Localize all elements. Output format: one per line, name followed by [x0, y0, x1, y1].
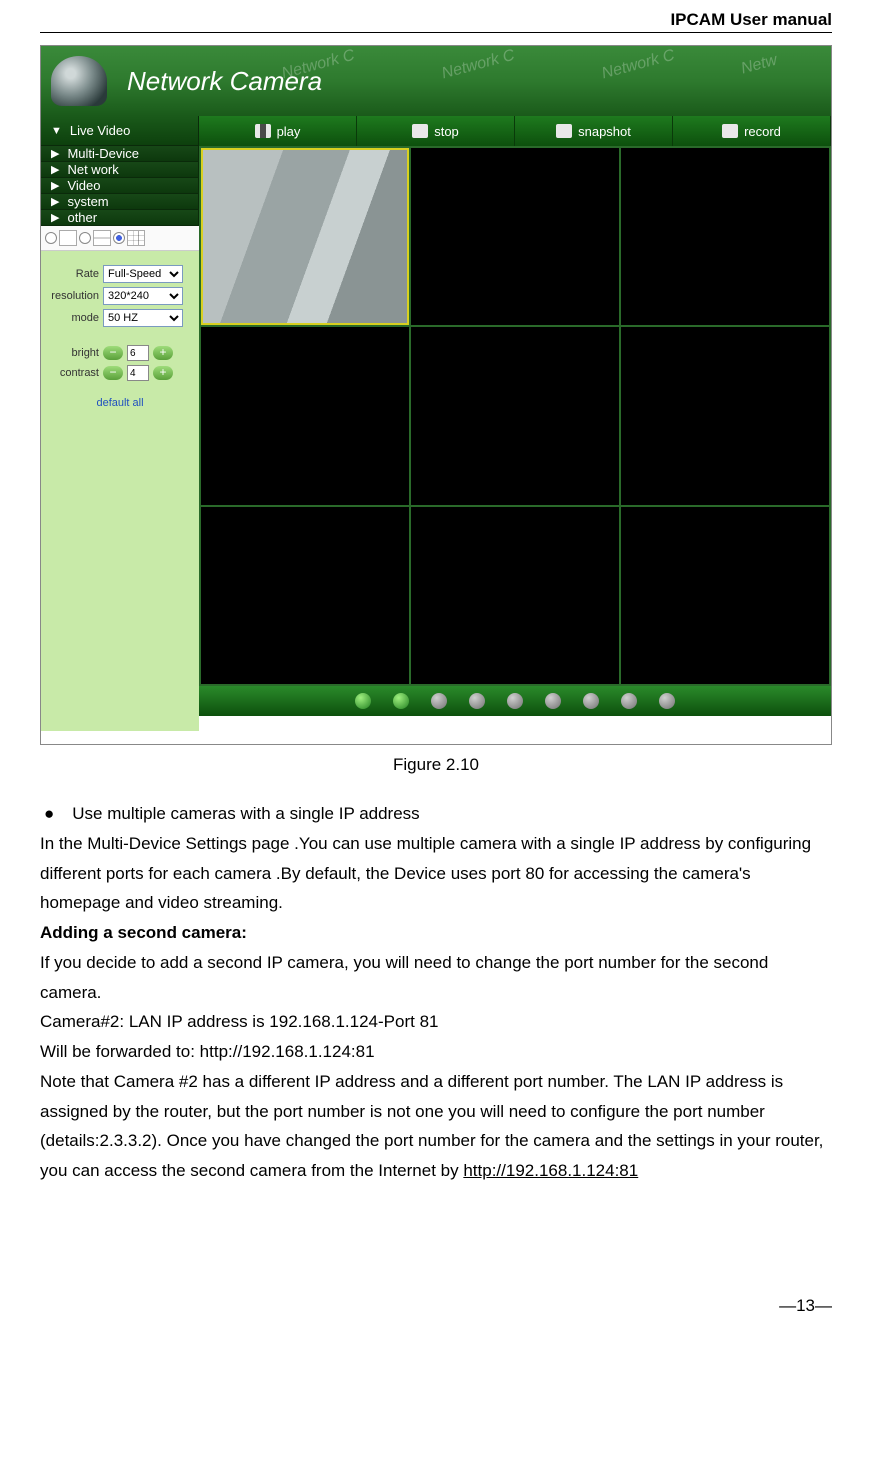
- menu-label: Net work: [67, 162, 118, 177]
- menu-label: other: [67, 210, 97, 225]
- text: Note that Camera #2 has a different IP a…: [40, 1072, 823, 1180]
- menu-other[interactable]: ▶ other: [41, 210, 199, 226]
- paragraph: Note that Camera #2 has a different IP a…: [40, 1067, 832, 1186]
- figure-caption: Figure 2.10: [40, 755, 832, 775]
- stop-icon: [412, 124, 428, 138]
- contrast-minus-button[interactable]: −: [103, 366, 123, 380]
- contrast-label: contrast: [47, 367, 99, 379]
- menu-multi-device[interactable]: ▶ Multi-Device: [41, 146, 199, 162]
- status-dot-2[interactable]: [393, 693, 409, 709]
- tool-label: play: [277, 124, 301, 139]
- main-row: ▶ Multi-Device ▶ Net work ▶ Video ▶ system ▶…: [41, 146, 831, 716]
- screenshot-figure: Network Camera Network C Network C Netwo…: [40, 45, 832, 745]
- play-button[interactable]: play: [199, 116, 357, 146]
- status-dot-8[interactable]: [621, 693, 637, 709]
- default-all-link[interactable]: default all: [47, 397, 193, 409]
- record-icon: [722, 124, 738, 138]
- contrast-value[interactable]: [127, 365, 149, 381]
- sidebar-menu: ▶ Multi-Device ▶ Net work ▶ Video ▶ system ▶…: [41, 146, 199, 226]
- record-button[interactable]: record: [673, 116, 831, 146]
- bright-label: bright: [47, 347, 99, 359]
- video-cell-5[interactable]: [411, 327, 619, 504]
- video-cell-1[interactable]: [201, 148, 409, 325]
- video-cell-9[interactable]: [621, 507, 829, 684]
- camera-icon: [51, 56, 107, 106]
- rate-select[interactable]: Full-Speed: [103, 265, 183, 283]
- menu-label: Video: [67, 178, 100, 193]
- mode-label: mode: [47, 312, 99, 324]
- layout-radio-9[interactable]: [113, 232, 125, 244]
- status-bar: [199, 686, 831, 716]
- heading: Adding a second camera:: [40, 918, 832, 948]
- bright-minus-button[interactable]: −: [103, 346, 123, 360]
- chevron-down-icon: ▼: [51, 125, 62, 137]
- snapshot-icon: [556, 124, 572, 138]
- watermark: Network C: [600, 47, 677, 84]
- chevron-right-icon: ▶: [51, 147, 59, 160]
- video-grid: [199, 146, 831, 686]
- watermark: Network C: [440, 47, 517, 84]
- snapshot-button[interactable]: snapshot: [515, 116, 673, 146]
- layout-9-icon: [127, 230, 145, 246]
- status-dot-4[interactable]: [469, 693, 485, 709]
- video-cell-7[interactable]: [201, 507, 409, 684]
- chevron-right-icon: ▶: [51, 163, 59, 176]
- contrast-plus-button[interactable]: +: [153, 366, 173, 380]
- rate-label: Rate: [47, 268, 99, 280]
- menu-live-video[interactable]: ▼ Live Video: [41, 116, 199, 146]
- body-content: Use multiple cameras with a single IP ad…: [40, 799, 832, 1186]
- menu-network[interactable]: ▶ Net work: [41, 162, 199, 178]
- stop-button[interactable]: stop: [357, 116, 515, 146]
- video-cell-6[interactable]: [621, 327, 829, 504]
- status-dot-9[interactable]: [659, 693, 675, 709]
- status-dot-1[interactable]: [355, 693, 371, 709]
- settings-panel: Rate Full-Speed resolution 320*240 mode …: [41, 251, 199, 731]
- toolbar: ▼ Live Video play stop snapshot record: [41, 116, 831, 146]
- banner: Network Camera Network C Network C Netwo…: [41, 46, 831, 116]
- resolution-select[interactable]: 320*240: [103, 287, 183, 305]
- chevron-right-icon: ▶: [51, 195, 59, 208]
- video-area: [199, 146, 831, 716]
- watermark: Netw: [739, 52, 779, 79]
- video-cell-2[interactable]: [411, 148, 619, 325]
- header-title: IPCAM User manual: [40, 10, 832, 32]
- video-cell-3[interactable]: [621, 148, 829, 325]
- tool-label: record: [744, 124, 781, 139]
- paragraph: Camera#2: LAN IP address is 192.168.1.12…: [40, 1007, 832, 1037]
- paragraph: If you decide to add a second IP camera,…: [40, 948, 832, 1008]
- menu-label: Live Video: [70, 123, 130, 138]
- page-number: —13—: [40, 1296, 832, 1316]
- bright-value[interactable]: [127, 345, 149, 361]
- layout-1-icon: [59, 230, 77, 246]
- header-rule: [40, 32, 832, 33]
- sidebar: ▶ Multi-Device ▶ Net work ▶ Video ▶ system ▶…: [41, 146, 199, 716]
- mode-select[interactable]: 50 HZ: [103, 309, 183, 327]
- video-cell-8[interactable]: [411, 507, 619, 684]
- status-dot-5[interactable]: [507, 693, 523, 709]
- chevron-right-icon: ▶: [51, 179, 59, 192]
- layout-radio-1[interactable]: [45, 232, 57, 244]
- chevron-right-icon: ▶: [51, 211, 59, 224]
- paragraph: Will be forwarded to: http://192.168.1.1…: [40, 1037, 832, 1067]
- menu-label: system: [67, 194, 108, 209]
- status-dot-3[interactable]: [431, 693, 447, 709]
- resolution-label: resolution: [47, 290, 99, 302]
- tool-label: stop: [434, 124, 459, 139]
- paragraph: In the Multi-Device Settings page .You c…: [40, 829, 832, 918]
- layout-4-icon: [93, 230, 111, 246]
- menu-label: Multi-Device: [67, 146, 139, 161]
- menu-video[interactable]: ▶ Video: [41, 178, 199, 194]
- video-cell-4[interactable]: [201, 327, 409, 504]
- layout-radio-4[interactable]: [79, 232, 91, 244]
- status-dot-6[interactable]: [545, 693, 561, 709]
- page-header: IPCAM User manual: [40, 10, 832, 33]
- url-link: http://192.168.1.124:81: [463, 1161, 638, 1180]
- bullet-item: Use multiple cameras with a single IP ad…: [40, 799, 832, 829]
- menu-system[interactable]: ▶ system: [41, 194, 199, 210]
- play-icon: [255, 124, 271, 138]
- status-dot-7[interactable]: [583, 693, 599, 709]
- layout-selector: [41, 226, 199, 251]
- tool-label: snapshot: [578, 124, 631, 139]
- bright-plus-button[interactable]: +: [153, 346, 173, 360]
